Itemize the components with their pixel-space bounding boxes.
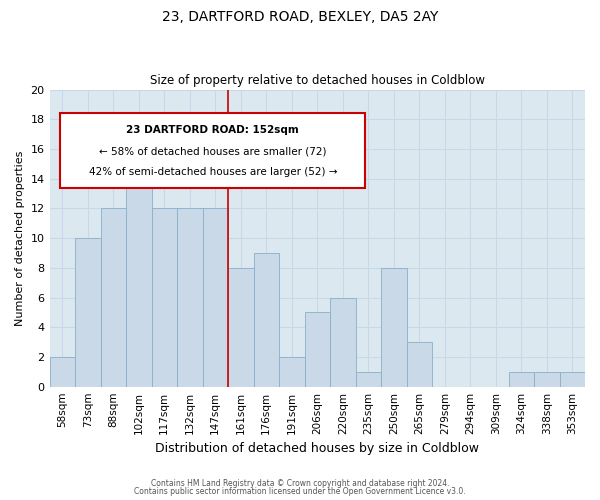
Bar [203,208,228,386]
Bar [177,208,203,386]
Bar [101,208,126,386]
Bar [126,134,152,386]
Bar [228,268,254,386]
Bar [50,357,75,386]
Bar [534,372,560,386]
Bar [305,312,330,386]
Text: Contains HM Land Registry data © Crown copyright and database right 2024.: Contains HM Land Registry data © Crown c… [151,478,449,488]
Bar [254,253,279,386]
Bar [560,372,585,386]
Text: 23, DARTFORD ROAD, BEXLEY, DA5 2AY: 23, DARTFORD ROAD, BEXLEY, DA5 2AY [162,10,438,24]
X-axis label: Distribution of detached houses by size in Coldblow: Distribution of detached houses by size … [155,442,479,455]
Bar [330,298,356,386]
Bar [152,208,177,386]
Text: Contains public sector information licensed under the Open Government Licence v3: Contains public sector information licen… [134,487,466,496]
Bar [407,342,432,386]
FancyBboxPatch shape [60,114,365,188]
Bar [381,268,407,386]
Bar [509,372,534,386]
Text: ← 58% of detached houses are smaller (72): ← 58% of detached houses are smaller (72… [99,146,326,156]
Bar [356,372,381,386]
Text: 23 DARTFORD ROAD: 152sqm: 23 DARTFORD ROAD: 152sqm [127,125,299,135]
Title: Size of property relative to detached houses in Coldblow: Size of property relative to detached ho… [150,74,485,87]
Y-axis label: Number of detached properties: Number of detached properties [15,150,25,326]
Bar [75,238,101,386]
Bar [279,357,305,386]
Text: 42% of semi-detached houses are larger (52) →: 42% of semi-detached houses are larger (… [89,167,337,177]
